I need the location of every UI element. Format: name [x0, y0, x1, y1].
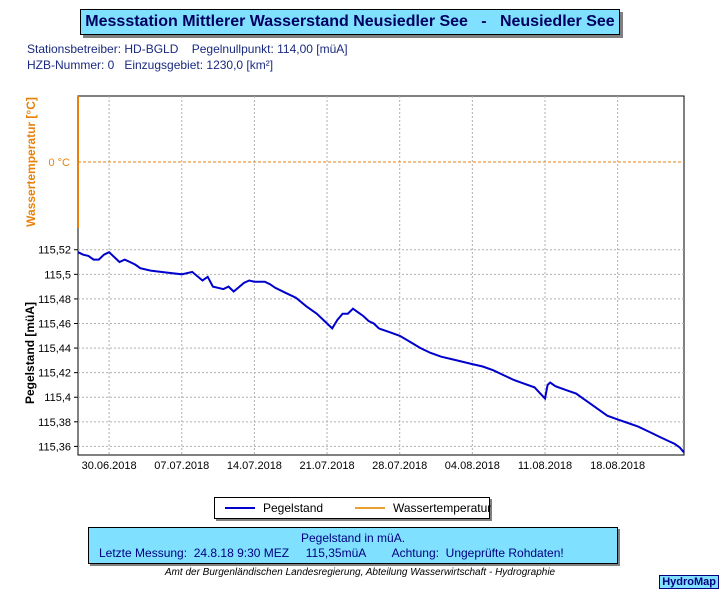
- y-tick-labels: 115,36 115,38 115,4 115,42 115,44 115,46 115,4…: [38, 245, 78, 453]
- chart-title: Messstation Mittlerer Wasserstand Neusie…: [80, 9, 620, 35]
- temperature-axis-label: Wassertemperatur [°C]: [24, 97, 38, 227]
- y-tick-label: 115,52: [38, 245, 71, 257]
- y-tick-label: 115,36: [38, 441, 71, 453]
- x-tick-labels: 30.06.2018 07.07.2018 14.07.2018 21.07.2018…: [82, 460, 646, 472]
- y-tick-label: 115,48: [38, 294, 71, 306]
- y-tick-label: 115,42: [38, 368, 71, 380]
- status-line-1: Pegelstand in müA.: [300, 531, 406, 545]
- legend-label-pegelstand: Pegelstand: [263, 501, 324, 515]
- x-tick-label: 18.08.2018: [590, 460, 645, 472]
- y-tick-label: 115,44: [38, 343, 71, 355]
- legend-swatch-wassertemperatur: [355, 507, 385, 509]
- x-tick-label: 04.08.2018: [445, 460, 500, 472]
- zero-degree-label: 0 °C: [48, 157, 70, 169]
- station-info-line-2: HZB-Nummer: 0 Einzugsgebiet: 1230,0 [km²…: [27, 58, 274, 72]
- station-info-line-1: Stationsbetreiber: HD-BGLD Pegelnullpunk…: [27, 42, 348, 56]
- x-tick-label: 30.06.2018: [82, 460, 137, 472]
- legend: Pegelstand Wassertemperatur: [214, 497, 491, 519]
- y-tick-label: 115,4: [44, 392, 71, 404]
- x-tick-label: 11.08.2018: [518, 460, 572, 472]
- status-line-2: Letzte Messung: 24.8.18 9:30 MEZ 115,35m…: [99, 546, 564, 560]
- x-tick-label: 21.07.2018: [300, 460, 355, 472]
- x-tick-label: 28.07.2018: [372, 460, 427, 472]
- legend-item-pegelstand: Pegelstand: [225, 501, 323, 515]
- x-tick-label: 07.07.2018: [154, 460, 209, 472]
- y-tick-label: 115,38: [38, 417, 71, 429]
- water-level-axis-label: Pegelstand [müA]: [23, 302, 37, 404]
- legend-label-wassertemperatur: Wassertemperatur: [393, 501, 492, 515]
- legend-swatch-pegelstand: [225, 507, 255, 509]
- plot-area: [77, 95, 685, 456]
- legend-item-wassertemperatur: Wassertemperatur: [355, 501, 491, 515]
- y-tick-label: 115,5: [44, 269, 71, 281]
- x-tick-label: 14.07.2018: [227, 460, 282, 472]
- status-panel: Pegelstand in müA. Letzte Messung: 24.8.…: [88, 527, 618, 564]
- y-tick-label: 115,46: [38, 318, 71, 330]
- hydromap-logo[interactable]: HydroMap: [659, 575, 719, 589]
- footer-credit: Amt der Burgenländischen Landesregierung…: [164, 567, 556, 578]
- series-line-pegelstand: [77, 251, 685, 454]
